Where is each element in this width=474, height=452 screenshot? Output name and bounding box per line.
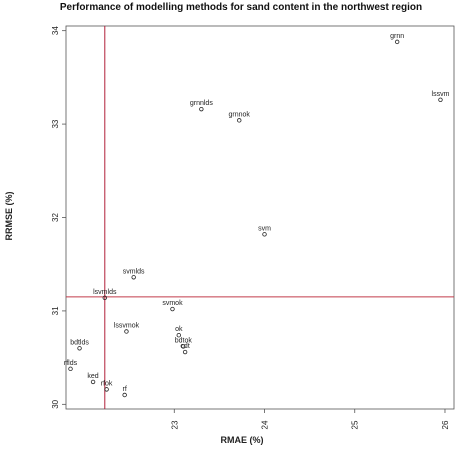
- x-axis-ticks: 23 24 25 26: [170, 409, 450, 429]
- x-tick-label: 24: [261, 420, 270, 429]
- data-point-rf: rf: [122, 386, 127, 398]
- data-point-rflds: rflds: [64, 360, 78, 372]
- data-point-bdtok: bdtok: [175, 337, 193, 349]
- x-axis-label: RMAE (%): [221, 435, 264, 445]
- point-marker: [199, 106, 204, 112]
- point-marker: [131, 275, 136, 280]
- y-tick-label: 33: [51, 119, 60, 128]
- point-marker: [77, 346, 82, 351]
- point-label: lssvm: [432, 91, 450, 98]
- point-label: bdtok: [175, 337, 193, 344]
- data-point-svmok: svmok: [162, 300, 183, 312]
- point-label: rflds: [64, 360, 78, 367]
- point-label: rfok: [101, 380, 113, 387]
- data-point-lsvmlds: lsvmlds: [93, 289, 117, 301]
- data-point-ked: ked: [87, 373, 99, 385]
- point-marker: [438, 97, 443, 102]
- y-tick-label: 32: [51, 213, 60, 222]
- point-marker: [176, 333, 181, 338]
- point-marker: [90, 379, 96, 385]
- chart-title: Performance of modelling methods for san…: [60, 2, 422, 13]
- y-axis-label: RRMSE (%): [4, 191, 14, 240]
- point-label: grnnok: [229, 111, 251, 118]
- y-axis-ticks: 30 31 32 33 34: [51, 26, 66, 409]
- point-label: grnn: [390, 33, 404, 40]
- x-tick-label: 23: [170, 420, 179, 429]
- point-label: svm: [258, 225, 271, 232]
- point-marker: [170, 306, 175, 312]
- x-tick-label: 25: [351, 420, 360, 429]
- data-point-cdt: cdt: [180, 343, 190, 355]
- data-point-bdtlds: bdtlds: [70, 339, 89, 351]
- data-point-lssvm: lssvm: [432, 91, 450, 102]
- point-label: ked: [87, 373, 98, 380]
- data-point-grnnlds: grnnlds: [190, 100, 213, 112]
- point-label: ok: [175, 326, 183, 333]
- point-marker: [102, 295, 107, 301]
- data-point-ok: ok: [175, 326, 183, 338]
- point-marker: [181, 344, 186, 349]
- data-points: grnn lssvm grnnlds grnnok svm svmlds lsvmlds sv…: [64, 33, 450, 398]
- point-label: lsvmlds: [93, 289, 117, 296]
- point-marker: [394, 39, 400, 45]
- data-point-grnn: grnn: [390, 33, 404, 45]
- data-point-lssvmok: lssvmok: [114, 322, 140, 334]
- point-label: svmlds: [123, 268, 145, 275]
- y-tick-label: 30: [51, 399, 60, 408]
- point-label: rf: [123, 386, 127, 393]
- x-tick-label: 26: [441, 420, 450, 429]
- y-tick-label: 31: [51, 306, 60, 315]
- point-marker: [237, 118, 242, 123]
- data-point-svm: svm: [258, 225, 271, 237]
- point-label: cdt: [180, 343, 189, 350]
- data-point-rfok: rfok: [101, 380, 113, 392]
- plot-area-frame: [65, 25, 455, 410]
- point-marker: [182, 349, 188, 355]
- point-marker: [124, 329, 129, 334]
- data-point-grnnok: grnnok: [229, 111, 251, 123]
- reference-lines: [66, 26, 454, 409]
- point-marker: [122, 392, 127, 398]
- point-marker: [104, 387, 109, 392]
- point-label: lssvmok: [114, 322, 140, 329]
- point-marker: [262, 232, 267, 237]
- data-point-svmlds: svmlds: [123, 268, 145, 280]
- y-tick-label: 34: [51, 26, 60, 35]
- point-label: svmok: [162, 300, 183, 307]
- point-label: bdtlds: [70, 339, 89, 346]
- point-marker: [68, 366, 73, 372]
- point-label: grnnlds: [190, 100, 213, 107]
